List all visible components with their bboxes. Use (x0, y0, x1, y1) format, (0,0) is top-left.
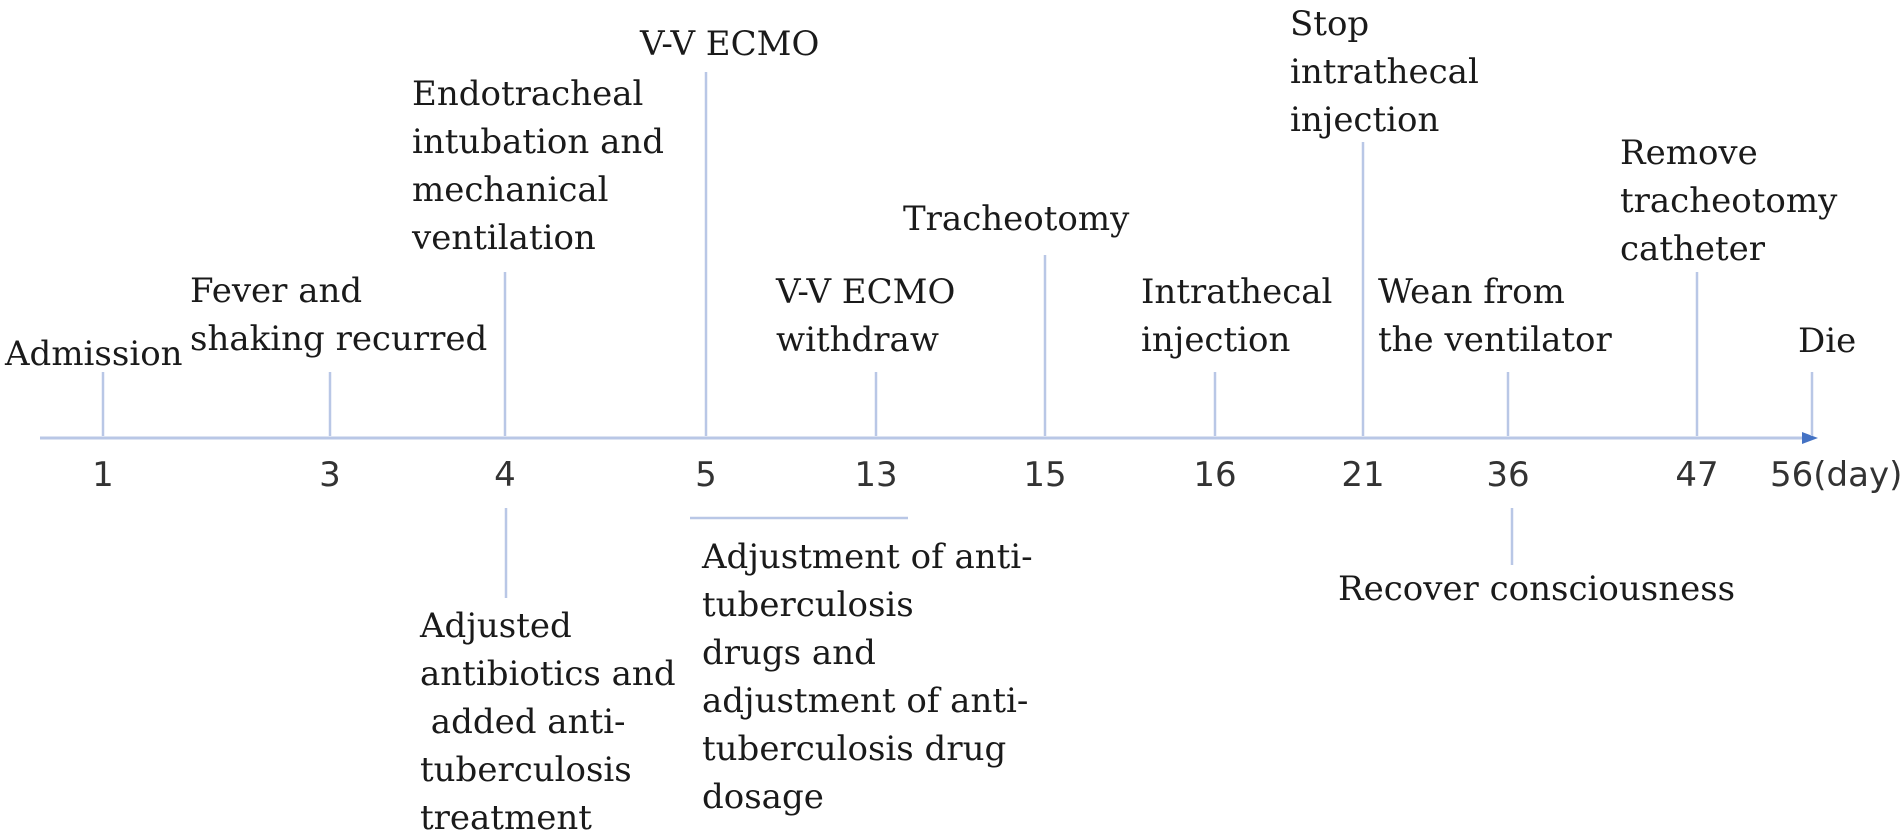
event-label: Stop intrathecal injection (1290, 4, 1479, 140)
day-value: 56 (1770, 455, 1813, 495)
event-day-21: Stop intrathecal injection (1290, 4, 1479, 436)
event-label-line: shaking recurred (190, 319, 487, 359)
event-label-line: injection (1141, 320, 1290, 360)
event-label: Adjusted antibiotics and added anti-tuber… (419, 606, 676, 838)
event-label: V-V ECMO (639, 24, 819, 64)
event-day-4: Endotracheal intubation and mechanical vent… (411, 74, 664, 436)
event-label-line: treatment (420, 798, 592, 838)
event-label-line: withdraw (776, 320, 939, 360)
events-below-axis: Adjusted antibiotics and added anti-tuber… (419, 508, 1735, 838)
event-label-line: adjustment of anti- (702, 681, 1028, 721)
event-label: Intrathecal injection (1141, 272, 1332, 360)
day-value: 21 (1341, 455, 1384, 495)
event-day-3: Fever and shaking recurred (190, 271, 487, 436)
event-day-5: V-V ECMO (639, 24, 819, 436)
event-label-line: Fever and (190, 271, 362, 311)
event-label: Remove tracheotomy catheter (1620, 133, 1838, 269)
event-label: Wean from the ventilator (1378, 272, 1613, 360)
event-label-line: the ventilator (1378, 320, 1613, 360)
event-day-47: Remove tracheotomy catheter (1620, 133, 1838, 436)
event-label-line: tuberculosis drug (702, 729, 1006, 769)
day-label: 36 (1486, 455, 1529, 495)
event-label-line: drugs and (702, 633, 876, 673)
axis-arrowhead (1802, 432, 1818, 444)
event-label-line: Stop (1290, 4, 1369, 44)
event-label: Recover consciousness (1338, 569, 1735, 609)
day-value: 13 (854, 455, 897, 495)
event-label-line: intrathecal (1290, 52, 1479, 92)
event-below-4: Adjusted antibiotics and added anti-tuber… (419, 508, 676, 838)
day-label: 21 (1341, 455, 1384, 495)
day-label: 47 (1675, 455, 1718, 495)
day-label: 4 (494, 455, 516, 495)
event-label-line: Die (1798, 321, 1856, 361)
day-label: 16 (1193, 455, 1236, 495)
event-label-line: Endotracheal (412, 74, 643, 114)
event-label-line: intubation and (412, 122, 664, 162)
day-value: 15 (1023, 455, 1066, 495)
day-label: 5 (695, 455, 717, 495)
event-label-line: Adjustment of anti- (701, 537, 1033, 577)
event-label: Fever and shaking recurred (190, 271, 487, 359)
event-label-line: injection (1290, 100, 1439, 140)
event-label-line: catheter (1620, 229, 1766, 269)
unit-label: (day) (1813, 455, 1902, 495)
event-label: Admission (4, 334, 183, 374)
event-label-line: Recover consciousness (1338, 569, 1735, 609)
event-label-line: tuberculosis (702, 585, 914, 625)
event-day-36: Wean from the ventilator (1378, 272, 1613, 436)
event-day-13: V-V ECMO withdraw (775, 272, 955, 436)
event-label: Adjustment of anti-tuberculosis drugs and… (701, 537, 1033, 817)
event-below-36: Recover consciousness (1338, 508, 1735, 609)
event-below-5-13: Adjustment of anti-tuberculosis drugs and… (690, 516, 1033, 817)
event-label-line: tracheotomy (1620, 181, 1838, 221)
event-label-line: V-V ECMO (639, 24, 819, 64)
day-value: 5 (695, 455, 717, 495)
day-label: 3 (319, 455, 341, 495)
day-value: 3 (319, 455, 341, 495)
event-label-line: Tracheotomy (903, 199, 1130, 239)
day-value: 4 (494, 455, 516, 495)
timeline-axis (40, 432, 1818, 444)
day-value: 1 (92, 455, 114, 495)
event-label-line: Adjusted (419, 606, 572, 646)
event-label-line: Wean from (1378, 272, 1565, 312)
event-label: Tracheotomy (903, 199, 1130, 239)
event-day-56: Die (1798, 321, 1856, 436)
day-label: 13 (854, 455, 897, 495)
event-label-line: Admission (4, 334, 183, 374)
event-day-1: Admission (4, 334, 183, 436)
day-value: 16 (1193, 455, 1236, 495)
event-label: Endotracheal intubation and mechanical vent… (411, 74, 664, 258)
event-label-line: dosage (702, 777, 824, 817)
day-tick-labels: 1 3 4 5 13 15 16 21 36 47 56(day) (92, 455, 1902, 495)
event-label: V-V ECMO withdraw (775, 272, 955, 360)
event-day-16: Intrathecal injection (1141, 272, 1332, 436)
event-label-line: antibiotics and (420, 654, 676, 694)
day-value: 36 (1486, 455, 1529, 495)
day-label: 56(day) (1770, 455, 1902, 495)
event-label-line: mechanical (412, 170, 609, 210)
event-label-line: Intrathecal (1141, 272, 1332, 312)
event-day-15: Tracheotomy (903, 199, 1130, 436)
event-label-line: ventilation (411, 218, 596, 258)
day-value: 47 (1675, 455, 1718, 495)
day-label: 15 (1023, 455, 1066, 495)
event-label-line: Remove (1620, 133, 1758, 173)
day-label: 1 (92, 455, 114, 495)
event-label-line: tuberculosis (420, 750, 632, 790)
event-label: Die (1798, 321, 1856, 361)
event-label-line: added anti- (420, 702, 626, 742)
event-label-line: V-V ECMO (775, 272, 955, 312)
